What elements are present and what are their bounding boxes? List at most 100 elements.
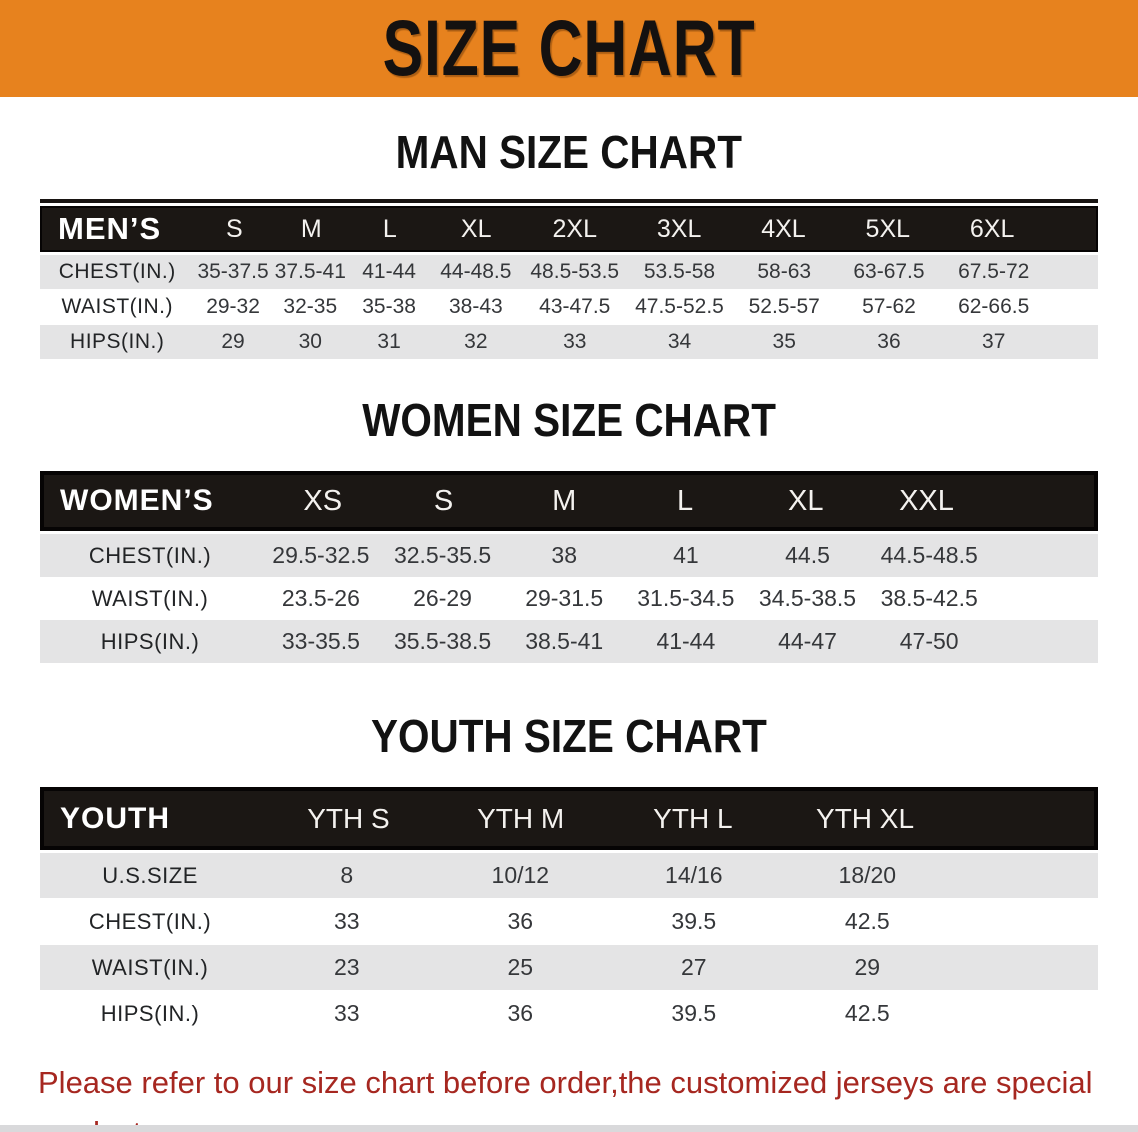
size-value-cell: 38-43 [448, 295, 503, 318]
size-column-header: 5XL [865, 214, 911, 243]
size-value-cell: 33 [563, 330, 587, 353]
table-corner-label: YOUTH [60, 801, 170, 835]
size-value-cell: 29 [854, 954, 881, 980]
size-value-cell: 10/12 [491, 862, 550, 888]
spacer-cell [990, 577, 1098, 620]
size-value-cell: 33 [334, 908, 360, 934]
spacer-cell [990, 620, 1098, 663]
size-value-cell: 26-29 [413, 585, 472, 611]
size-column-header: 4XL [761, 214, 806, 243]
size-value-cell: 35.5-38.5 [393, 628, 492, 654]
measure-row-label: U.S.SIZE [102, 862, 198, 888]
size-value-cell: 34 [667, 330, 692, 353]
size-value-cell: 29 [221, 330, 245, 353]
size-value-cell: 34.5-38.5 [758, 585, 857, 611]
size-value-cell: 39.5 [671, 908, 717, 934]
size-value-cell: 29-31.5 [525, 585, 604, 611]
size-column-header: 3XL [656, 214, 702, 243]
size-value-cell: 33 [334, 1000, 360, 1026]
measure-row-label: HIPS(IN.) [70, 330, 165, 353]
table-row: WAIST(IN.) 23 25 27 29 [40, 945, 1098, 990]
measure-row-label: WAIST(IN.) [91, 585, 209, 611]
size-value-cell: 18/20 [838, 862, 897, 888]
spacer-cell [1046, 290, 1098, 324]
table-corner-label: WOMEN’S [60, 484, 214, 517]
size-value-cell: 53.5-58 [643, 260, 716, 283]
size-value-cell: 36 [507, 1000, 534, 1026]
measure-row-label: HIPS(IN.) [100, 628, 200, 654]
size-column-header: YTH M [477, 802, 565, 834]
size-value-cell: 63-67.5 [853, 260, 925, 283]
table-row: HIPS(IN.) 33-35.5 35.5-38.5 38.5-41 41-44 44-… [40, 620, 1098, 663]
size-value-cell: 35-37.5 [197, 260, 269, 283]
measure-row-label: CHEST(IN.) [88, 542, 212, 568]
table-row: CHEST(IN.) 29.5-32.5 32.5-35.5 38 41 44.5 44.5… [40, 534, 1098, 577]
table-row: HIPS(IN.) 33 36 39.5 42.5 [40, 991, 1098, 1036]
size-column-header: YTH L [653, 802, 733, 834]
measure-row-label: HIPS(IN.) [100, 1000, 200, 1026]
size-value-cell: 8 [340, 862, 354, 888]
size-column-header: 6XL [969, 214, 1015, 243]
size-value-cell: 30 [298, 330, 322, 353]
spacer-cell [987, 475, 1094, 527]
spacer-cell [954, 899, 1098, 944]
table-top-rule [40, 199, 1098, 203]
size-column-header: S [433, 484, 454, 517]
size-value-cell: 23 [334, 954, 360, 980]
women-section-heading: WOMEN SIZE CHART [362, 394, 776, 446]
measure-row-label: WAIST(IN.) [91, 954, 209, 980]
size-value-cell: 35 [772, 330, 796, 353]
size-value-cell: 48.5-53.5 [530, 260, 620, 283]
banner-title: SIZE CHART [382, 4, 756, 93]
size-column-header: 2XL [552, 214, 597, 243]
disclaimer-line-1: Please refer to our size chart before or… [38, 1065, 1093, 1132]
order-disclaimer: Please refer to our size chart before or… [0, 1058, 1138, 1132]
size-value-cell: 29-32 [206, 295, 260, 318]
size-value-cell: 44-48.5 [440, 260, 512, 283]
size-column-header: XXL [899, 484, 954, 517]
size-value-cell: 41-44 [656, 628, 716, 654]
table-corner-label: MEN’S [58, 211, 162, 246]
size-value-cell: 67.5-72 [958, 260, 1030, 283]
size-value-cell: 29.5-32.5 [272, 542, 370, 568]
spacer-cell [951, 791, 1094, 846]
spacer-cell [1046, 255, 1098, 289]
size-value-cell: 27 [681, 954, 707, 980]
size-value-cell: 44.5-48.5 [880, 542, 978, 568]
table-row: CHEST(IN.) 33 36 39.5 42.5 [40, 899, 1098, 944]
table-header-band: MEN’S S M L XL 2XL 3XL 4XL 5XL 6XL [40, 206, 1098, 252]
size-value-cell: 38 [551, 542, 577, 568]
size-value-cell: 38.5-42.5 [880, 585, 978, 611]
size-value-cell: 44-47 [778, 628, 837, 654]
spacer-cell [990, 534, 1098, 577]
table-row: HIPS(IN.) 29 30 31 32 33 34 35 36 37 [40, 325, 1098, 359]
youth-size-table: YOUTH YTH S YTH M YTH L YTH XL U.S.SIZE 8 10/12… [40, 787, 1098, 1036]
size-value-cell: 31.5-34.5 [637, 585, 735, 611]
size-value-cell: 31 [377, 330, 401, 353]
measure-row-label: CHEST(IN.) [88, 908, 212, 934]
size-value-cell: 47-50 [899, 628, 959, 654]
size-value-cell: 23.5-26 [281, 585, 360, 611]
bottom-edge-strip [0, 1125, 1138, 1132]
table-row: U.S.SIZE 8 10/12 14/16 18/20 [40, 853, 1098, 898]
size-column-header: YTH XL [816, 802, 915, 834]
size-value-cell: 37.5-41 [274, 260, 346, 283]
size-value-cell: 35-38 [362, 295, 416, 318]
size-value-cell: 25 [507, 954, 534, 980]
size-value-cell: 42.5 [844, 908, 890, 934]
size-column-header: L [676, 484, 694, 517]
spacer-cell [954, 991, 1098, 1036]
table-row: WAIST(IN.) 29-32 32-35 35-38 38-43 43-47.5 47.… [40, 290, 1098, 324]
men-size-table: MEN’S S M L XL 2XL 3XL 4XL 5XL 6XL CHEST(IN.) 35-37… [40, 199, 1098, 359]
size-chart-banner: SIZE CHART [0, 0, 1138, 97]
men-section-heading: MAN SIZE CHART [395, 126, 743, 178]
size-column-header: S [226, 214, 243, 243]
size-column-header: XL [460, 214, 492, 243]
measure-row-label: CHEST(IN.) [58, 260, 176, 283]
spacer-cell [1044, 208, 1096, 250]
size-column-header: YTH S [307, 802, 390, 834]
size-value-cell: 43-47.5 [539, 295, 611, 318]
size-value-cell: 62-66.5 [958, 295, 1030, 318]
spacer-cell [954, 853, 1098, 898]
